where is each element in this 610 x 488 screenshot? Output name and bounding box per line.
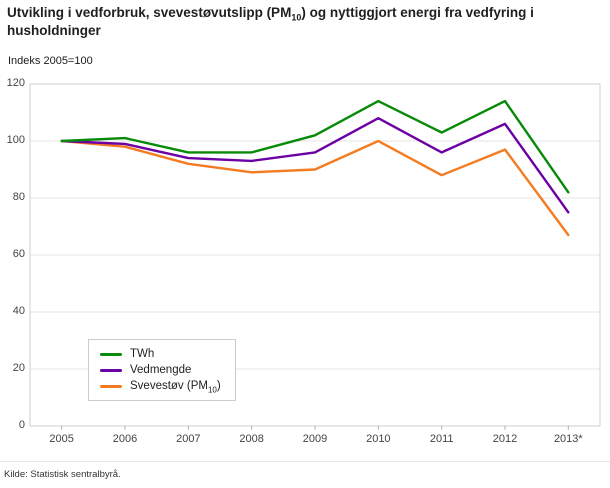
y-axis-unit-label: Indeks 2005=100 xyxy=(8,55,93,67)
y-axis-label-60: 60 xyxy=(12,248,25,260)
legend-swatch-Vedmengde xyxy=(100,368,122,372)
series-line-Svevestov-PM10 xyxy=(60,139,570,237)
x-axis-label-2013*: 2013* xyxy=(553,433,583,445)
series-line-Vedmengde xyxy=(60,116,570,214)
legend-item-TWh[interactable]: TWh xyxy=(100,348,221,360)
chart-title: Utvikling i vedforbruk, svevestøvutslipp… xyxy=(7,4,603,40)
chart-title-text-after: ) og nyttiggjort energi fra vedfyring i … xyxy=(7,5,534,38)
y-axis-label-20: 20 xyxy=(12,362,25,374)
x-axis-label-2007: 2007 xyxy=(176,433,201,445)
footer-divider xyxy=(0,461,610,462)
x-axis-label-2010: 2010 xyxy=(366,433,391,445)
source-credit: Kilde: Statistisk sentralbyrå. xyxy=(4,469,121,480)
legend-item-Vedmengde[interactable]: Vedmengde xyxy=(100,364,221,376)
y-axis-label-100: 100 xyxy=(6,134,25,146)
x-axis-label-2011: 2011 xyxy=(429,433,454,445)
chart-title-text: Utvikling i vedforbruk, svevestøvutslipp… xyxy=(7,5,292,20)
y-axis-label-120: 120 xyxy=(6,77,25,89)
y-axis-label-0: 0 xyxy=(18,419,25,431)
legend-label-TWh: TWh xyxy=(130,348,155,360)
x-axis-label-2006: 2006 xyxy=(112,433,138,445)
x-axis-label-2012: 2012 xyxy=(492,433,518,445)
chart-title-subscript: 10 xyxy=(291,12,302,23)
legend-item-Svevestov-PM10[interactable]: Svevestøv (PM10) xyxy=(100,380,221,395)
legend-label-Svevestov-PM10: Svevestøv (PM10) xyxy=(130,380,221,395)
x-axis-label-2009: 2009 xyxy=(302,433,328,445)
legend-swatch-Svevestov-PM10 xyxy=(100,384,122,388)
x-axis-label-2008: 2008 xyxy=(239,433,264,445)
chart-legend: TWh Vedmengde Svevestøv (PM10) xyxy=(88,339,236,401)
legend-swatch-TWh xyxy=(100,352,122,356)
y-axis-label-40: 40 xyxy=(12,305,25,317)
series-line-TWh xyxy=(60,99,570,194)
x-axis-label-2005: 2005 xyxy=(49,433,74,445)
legend-label-Vedmengde: Vedmengde xyxy=(130,364,192,376)
y-axis-label-80: 80 xyxy=(12,191,25,203)
